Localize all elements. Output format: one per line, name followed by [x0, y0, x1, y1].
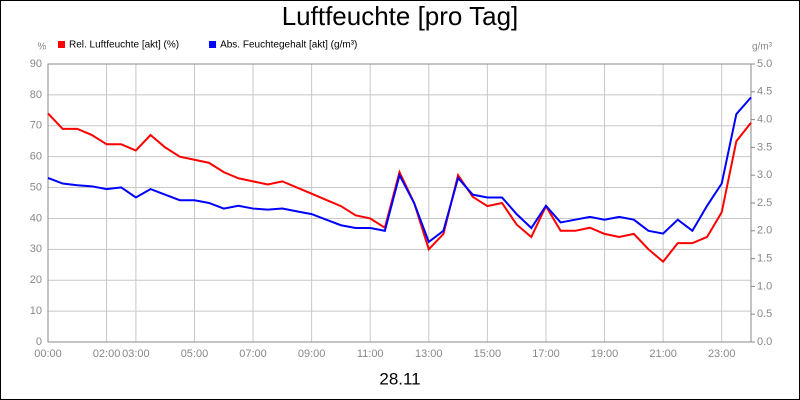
y2-tick-label: 5.0: [757, 58, 772, 70]
x-tick-label: 11:00: [357, 348, 384, 360]
y-tick-label: 50: [30, 181, 42, 193]
y-tick-label: 90: [30, 58, 42, 70]
y2-tick-label: 4.0: [757, 114, 772, 126]
y-tick-label: 70: [30, 120, 42, 132]
legend-swatch: [209, 41, 217, 48]
y2-tick-label: 3.5: [757, 141, 772, 153]
y2-tick-label: 3.0: [757, 169, 772, 181]
x-tick-label: 09:00: [298, 348, 326, 360]
y-tick-label: 60: [30, 151, 42, 163]
y-tick-label: 80: [30, 89, 42, 101]
y2-tick-label: 1.5: [757, 253, 772, 265]
x-tick-label: 02:00: [93, 348, 121, 360]
chart-title: Luftfeuchte [pro Tag]: [282, 1, 519, 31]
x-tick-label: 17:00: [532, 348, 560, 360]
y2-tick-label: 0.0: [757, 336, 772, 348]
x-tick-label: 23:00: [708, 348, 736, 360]
x-tick-label: 21:00: [649, 348, 677, 360]
y-tick-label: 0: [36, 336, 42, 348]
x-axis-label: 28.11: [379, 369, 420, 388]
y-tick-label: 40: [30, 212, 42, 224]
x-tick-label: 05:00: [181, 348, 209, 360]
y2-axis-unit: g/m³: [752, 42, 773, 53]
x-tick-label: 13:00: [415, 348, 443, 360]
y2-tick-label: 2.5: [757, 197, 772, 209]
series-line: [47, 96, 752, 244]
legend-label: Abs. Feuchtegehalt [akt] (g/m³): [220, 40, 357, 51]
y2-tick-label: 0.5: [757, 308, 772, 320]
legend-label: Rel. Luftfeuchte [akt] (%): [69, 40, 179, 51]
legend-swatch: [58, 41, 65, 48]
y2-tick-label: 4.5: [757, 86, 772, 98]
x-tick-label: 07:00: [239, 348, 267, 360]
plot-border: [47, 63, 752, 343]
series-line: [47, 112, 752, 264]
x-tick-label: 00:00: [34, 348, 62, 360]
x-tick-label: 03:00: [122, 348, 150, 360]
y-axis-unit: %: [38, 42, 47, 53]
y-tick-label: 30: [30, 243, 42, 255]
y-tick-label: 20: [30, 274, 42, 286]
x-tick-label: 19:00: [591, 348, 619, 360]
y-tick-label: 10: [30, 305, 42, 317]
y2-tick-label: 1.0: [757, 280, 772, 292]
y2-tick-label: 2.0: [757, 225, 772, 237]
x-tick-label: 15:00: [474, 348, 502, 360]
